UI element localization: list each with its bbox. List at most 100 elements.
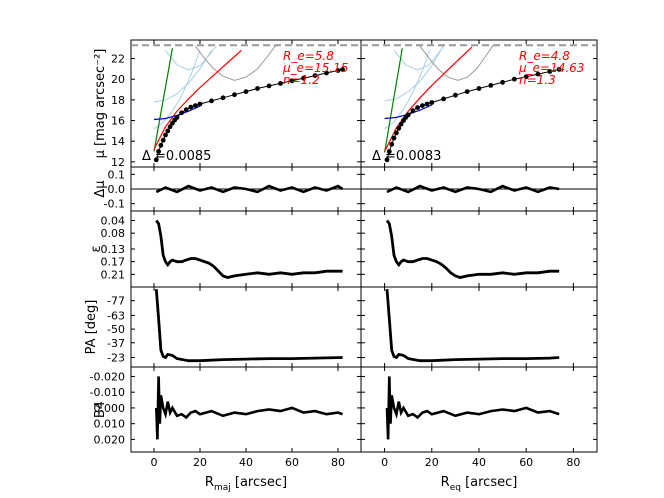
mu-data-point [405,112,411,118]
y-tick-label: 0.04 [101,215,126,228]
y-tick-label: -37 [107,337,125,350]
delta-label: Δ =0.0085 [142,149,211,164]
mu-data-point [255,86,260,91]
y-axis-label-eps: ε [89,245,104,252]
x-tick-label: 40 [239,456,253,469]
mu-data-point [163,132,168,138]
mu-data-point [289,78,295,84]
panel-content [131,44,597,440]
y-tick-label: 0.08 [101,227,126,240]
mu-data-point [464,89,470,94]
mu-data-point [500,79,505,85]
mu-data-point [312,73,318,78]
y-tick-label: 0.21 [101,268,126,281]
mu-data-point [429,100,435,105]
y-tick-label: 14 [111,135,125,148]
x-tick-label: 80 [331,456,345,469]
ellipticity-curve [385,219,560,279]
mu-data-point [183,107,189,113]
mu-data-point [420,103,425,108]
y-axis-label-dmu: Δμ [93,180,108,197]
y-tick-label: -63 [107,309,125,322]
panel-frames [130,39,598,453]
mu-data-point [523,74,529,80]
sersic-fit-line [384,46,473,152]
panel-frame-maj-pa [130,286,362,368]
mu-data-point [384,157,390,163]
mu-data-point [220,95,226,101]
mu-data-point [158,142,164,148]
annotation-re: R_e=4.8 [519,49,570,63]
delta-label: Δ =0.0083 [372,149,441,164]
mu-data-point [512,76,517,82]
mu-data-point [324,70,329,76]
mu-data-point [153,157,159,163]
mu-data-point [335,68,341,73]
y-tick-label: 12 [111,156,125,169]
mu-data-point [156,149,162,154]
mu-data-point [232,92,237,98]
x-axis-label-maj: Rmaj [arcsec] [205,475,287,493]
mu-data-point [424,101,430,107]
position-angle-curve [154,288,343,363]
annotation-n: n=1.3 [519,73,556,87]
component-lightblue-1 [153,50,201,130]
x-tick-label: 60 [285,456,299,469]
component-lightblue-3 [393,45,444,71]
y-tick-label: -0.010 [90,386,125,399]
x-tick-label: 40 [472,456,486,469]
x-tick-label: 0 [151,456,158,469]
y-tick-label: 0.17 [101,256,126,269]
x-tick-label: 20 [425,456,439,469]
tick-labels: 121416182022-0.10.00.10.040.080.130.170.… [90,53,581,469]
y-axis-label-b4: B4 [93,401,108,418]
position-angle-curve [385,288,560,363]
x-axis-label-eq: Req [arcsec] [441,475,518,493]
mu-data-point [535,71,541,77]
annotation-mue: μ_e=15.15 [282,61,348,75]
mu-data-point [278,81,283,86]
mu-data-point [396,125,402,131]
annotation-mue: μ_e=14.63 [518,61,584,75]
mu-data-point [441,96,446,102]
mu-data-point [389,141,395,147]
y-axis-label-pa: PA [deg] [84,300,99,355]
mu-data-point [165,128,171,134]
mu-data-point [391,135,397,141]
mu-data-point [188,104,194,110]
mu-data-point [197,101,203,107]
component-green [153,48,173,152]
component-lightblue-3 [165,45,217,71]
y-tick-label: 0.1 [108,168,126,181]
panel-frame-eq-pa [360,286,598,368]
annotation-re: R_e=5.8 [283,49,334,63]
y-tick-label: 20 [111,73,125,86]
axis-labels: Rmaj [arcsec] Req [arcsec] μ [mag arcsec⁻²… [84,49,584,493]
mu-data-point [386,149,392,154]
mu-data-point [174,115,180,120]
y-tick-label: -23 [107,352,125,365]
component-gray [419,44,494,81]
y-tick-label: 0.000 [94,402,126,415]
residual-curve [155,184,344,194]
mu-data-point [410,108,416,114]
mu-data-point [340,67,345,72]
mu-data-point [415,105,420,110]
x-tick-label: 80 [566,456,580,469]
component-gray [194,44,277,81]
y-tick-label: 0.13 [101,243,126,256]
component-green [384,48,403,153]
y-tick-label: -50 [107,323,125,336]
mu-data-point [398,121,404,127]
residual-curve [386,184,560,194]
b4-curve [385,376,560,440]
y-tick-label: -77 [107,295,125,308]
x-tick-label: 0 [381,456,388,469]
mu-data-point [394,130,399,136]
b4-curve [155,376,344,440]
mu-data-point [266,83,272,89]
mu-data-point [167,124,173,130]
x-tick-label: 60 [519,456,533,469]
mu-data-point [547,69,553,74]
